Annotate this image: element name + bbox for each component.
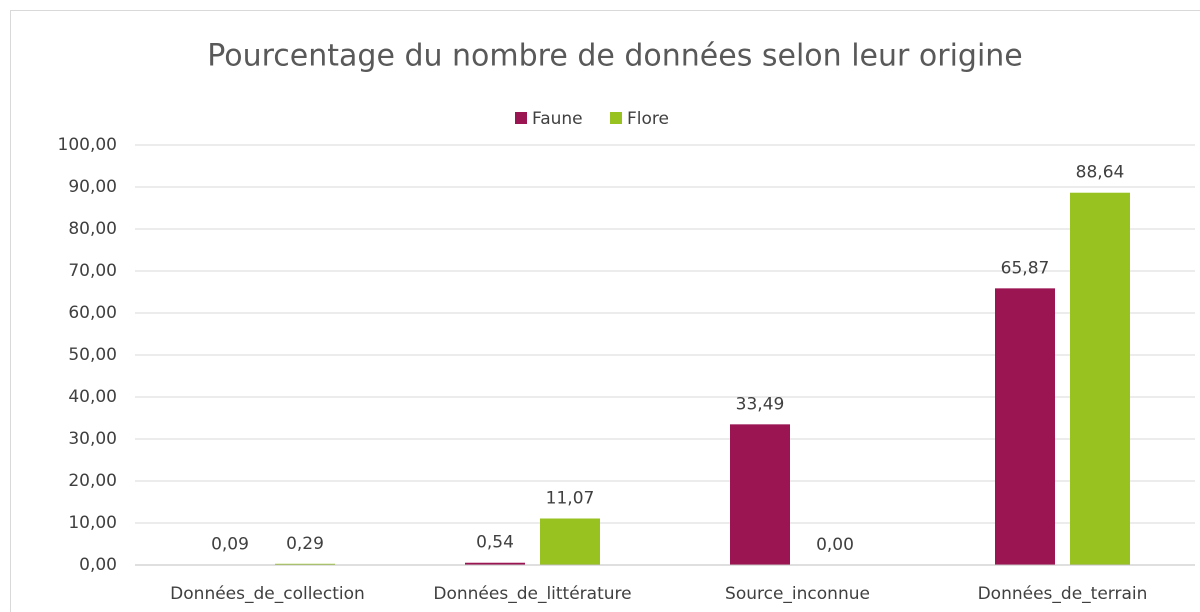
data-label: 0,29 xyxy=(286,534,324,554)
bar xyxy=(730,424,790,565)
legend-swatch xyxy=(610,112,622,124)
x-tick-label: Données_de_terrain xyxy=(978,584,1148,604)
y-tick-label: 90,00 xyxy=(68,177,117,197)
y-tick-label: 30,00 xyxy=(68,429,117,449)
y-tick-label: 20,00 xyxy=(68,471,117,491)
bar xyxy=(465,562,525,565)
y-tick-label: 10,00 xyxy=(68,513,117,533)
x-tick-label: Données_de_collection xyxy=(170,584,365,604)
bar xyxy=(1070,192,1130,565)
x-tick-label: Données_de_littérature xyxy=(433,584,631,604)
legend-label: Faune xyxy=(532,109,583,129)
legend-label: Flore xyxy=(627,109,669,129)
y-tick-label: 70,00 xyxy=(68,261,117,281)
data-label: 88,64 xyxy=(1076,163,1125,183)
bar xyxy=(540,518,600,565)
bar xyxy=(995,288,1055,565)
y-tick-label: 100,00 xyxy=(58,135,117,155)
bar xyxy=(275,563,335,565)
data-label: 0,00 xyxy=(816,535,854,555)
x-tick-label: Source_inconnue xyxy=(725,584,870,604)
data-label: 11,07 xyxy=(546,489,595,509)
y-tick-label: 0,00 xyxy=(79,555,117,575)
y-tick-label: 60,00 xyxy=(68,303,117,323)
data-label: 65,87 xyxy=(1001,258,1050,278)
y-tick-label: 80,00 xyxy=(68,219,117,239)
legend-swatch xyxy=(515,112,527,124)
data-label: 0,09 xyxy=(211,535,249,555)
y-tick-label: 40,00 xyxy=(68,387,117,407)
y-tick-label: 50,00 xyxy=(68,345,117,365)
data-label: 0,54 xyxy=(476,533,514,553)
data-label: 33,49 xyxy=(736,394,785,414)
chart-title: Pourcentage du nombre de données selon l… xyxy=(207,39,1023,74)
